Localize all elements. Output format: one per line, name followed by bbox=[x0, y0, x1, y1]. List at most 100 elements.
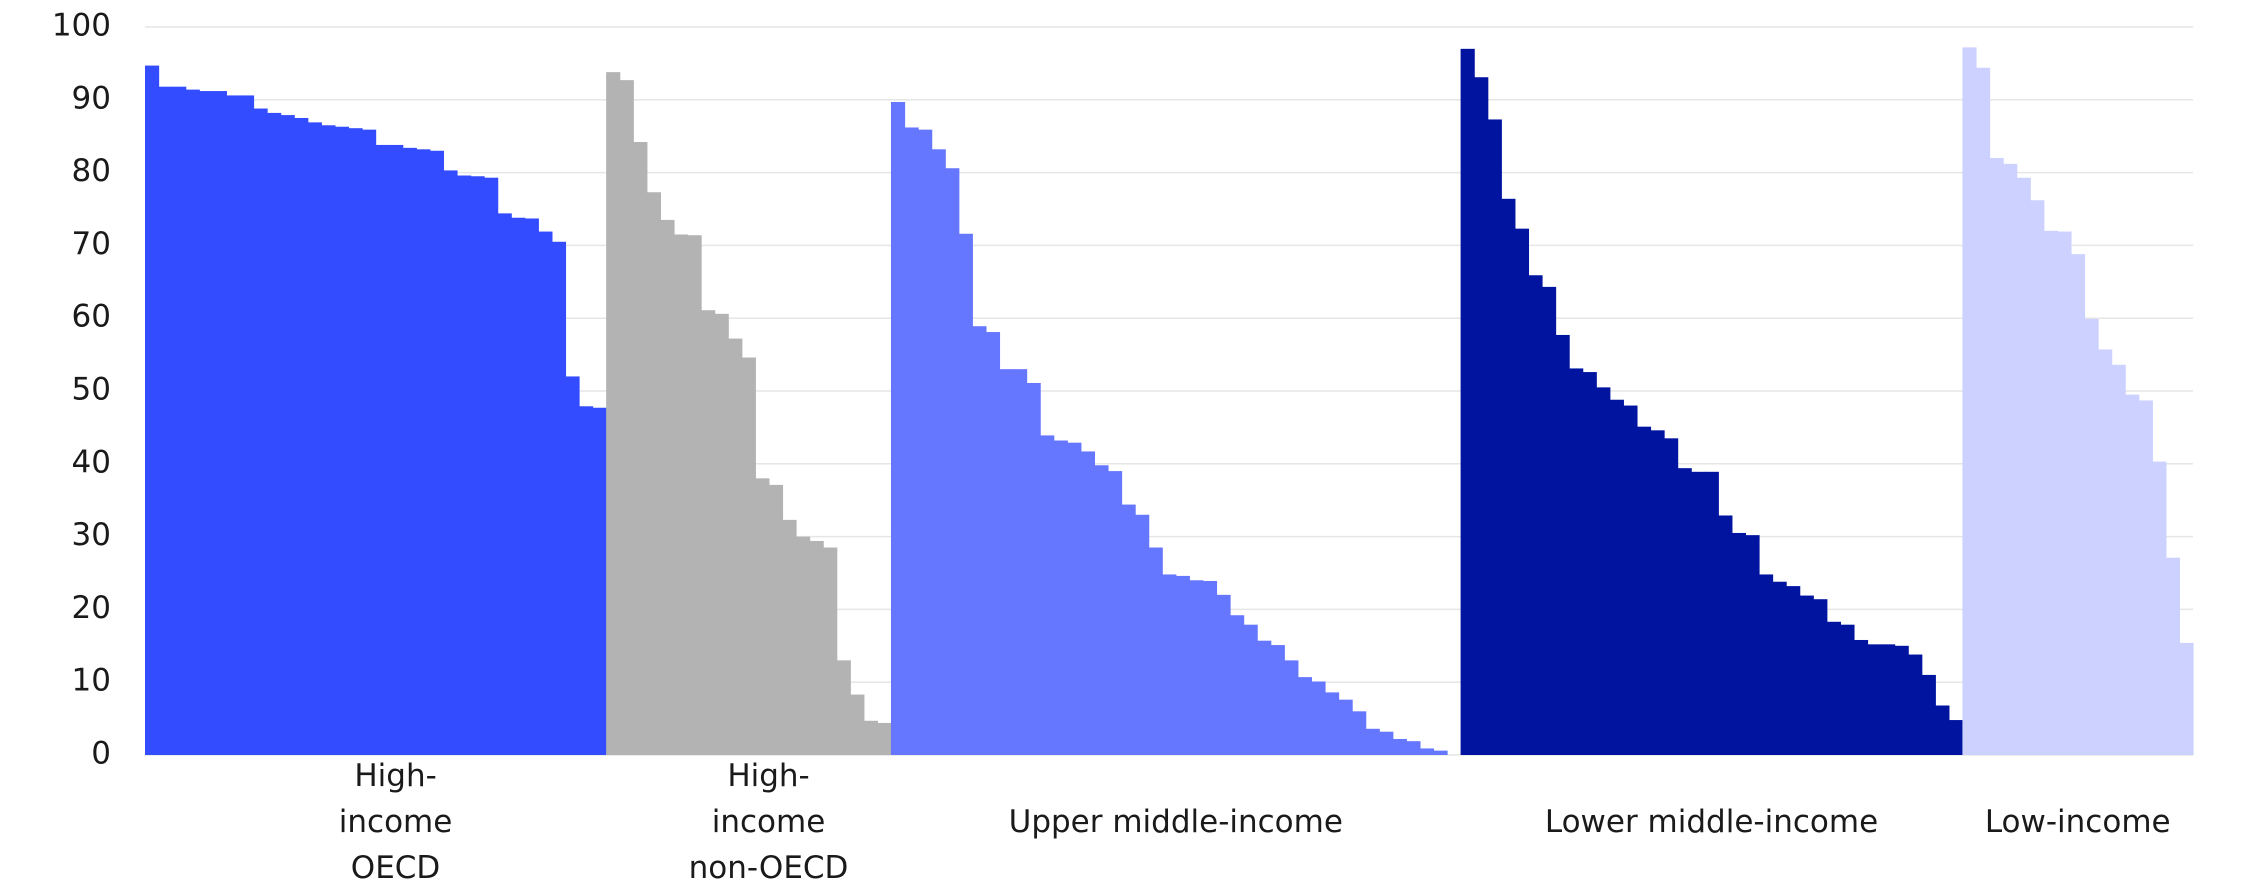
bar bbox=[402, 147, 417, 755]
bar bbox=[972, 326, 987, 755]
bar bbox=[1677, 468, 1692, 755]
bar bbox=[253, 108, 268, 755]
bar bbox=[1989, 158, 2004, 756]
bar bbox=[2043, 230, 2058, 756]
bar bbox=[1460, 48, 1475, 755]
bar bbox=[1135, 514, 1150, 755]
bar bbox=[660, 219, 675, 756]
group-label: High-income non-OECD bbox=[606, 758, 931, 886]
bar bbox=[1636, 426, 1652, 755]
bar bbox=[497, 213, 512, 756]
bar bbox=[199, 91, 214, 755]
bar bbox=[1596, 387, 1611, 755]
bar bbox=[1840, 624, 1855, 755]
bar bbox=[1799, 595, 1814, 755]
bar bbox=[701, 310, 716, 755]
bar bbox=[348, 128, 363, 755]
bar bbox=[687, 235, 702, 755]
bar bbox=[2165, 557, 2181, 755]
bar bbox=[456, 175, 472, 756]
group-label-text: Lower middle-income bbox=[1544, 804, 1879, 840]
y-tick-label: 60 bbox=[72, 299, 111, 335]
bar bbox=[1745, 535, 1760, 755]
bar bbox=[1121, 504, 1136, 755]
bar bbox=[321, 125, 336, 755]
bar bbox=[1216, 594, 1231, 755]
bar bbox=[1528, 275, 1543, 755]
bar bbox=[850, 694, 865, 755]
bar bbox=[280, 115, 295, 755]
y-tick-label: 10 bbox=[72, 663, 111, 699]
bar bbox=[646, 192, 661, 756]
bar bbox=[1487, 119, 1502, 756]
bar bbox=[1040, 435, 1055, 755]
y-tick-label: 20 bbox=[72, 590, 111, 626]
bar bbox=[1175, 575, 1190, 755]
bar bbox=[1501, 198, 1516, 756]
bar bbox=[2179, 642, 2194, 755]
bar bbox=[551, 241, 567, 755]
bar bbox=[1257, 640, 1272, 755]
bar bbox=[1311, 681, 1326, 755]
bar bbox=[1433, 750, 1448, 755]
bar bbox=[1053, 440, 1068, 755]
bar bbox=[239, 95, 255, 755]
bar bbox=[524, 218, 539, 756]
bar bbox=[1419, 748, 1435, 755]
y-tick-label: 50 bbox=[72, 372, 111, 408]
bar bbox=[2125, 394, 2140, 755]
bar bbox=[1975, 67, 1991, 755]
bar bbox=[1813, 599, 1828, 755]
bar bbox=[1691, 471, 1706, 755]
bar bbox=[1948, 720, 1964, 755]
bar bbox=[484, 177, 499, 756]
bar bbox=[1569, 368, 1584, 755]
bar bbox=[1609, 399, 1624, 755]
bar bbox=[1189, 580, 1204, 755]
bar bbox=[1623, 405, 1638, 755]
bar bbox=[470, 176, 485, 756]
bar bbox=[1826, 621, 1841, 755]
bar bbox=[2138, 400, 2153, 755]
bar bbox=[307, 122, 322, 756]
bar bbox=[714, 313, 729, 755]
bar bbox=[1582, 372, 1597, 755]
group-label: Upper middle-income bbox=[891, 772, 1461, 872]
bar bbox=[1718, 515, 1733, 755]
page: 0 10 20 30 40 50 60 70 80 90 100 High-income OECD H… bbox=[52, 8, 2194, 886]
bar bbox=[145, 65, 160, 756]
bar bbox=[1881, 644, 1896, 755]
bar bbox=[823, 547, 838, 755]
bar bbox=[1243, 624, 1258, 755]
group-label: Low-income bbox=[1962, 772, 2193, 872]
y-tick-label: 70 bbox=[72, 226, 111, 262]
bar bbox=[918, 129, 933, 755]
bar bbox=[389, 144, 404, 755]
bar bbox=[416, 149, 431, 755]
bar bbox=[2111, 364, 2126, 755]
bar bbox=[429, 150, 444, 755]
bar bbox=[958, 233, 973, 755]
bar bbox=[1921, 674, 1936, 755]
bar bbox=[334, 126, 350, 755]
bar bbox=[2070, 254, 2086, 756]
bar bbox=[1013, 369, 1028, 755]
bar bbox=[999, 369, 1014, 755]
bar bbox=[2057, 231, 2072, 755]
bar bbox=[1324, 692, 1340, 755]
bar bbox=[768, 484, 784, 755]
group-label: High-income OECD bbox=[145, 758, 646, 886]
bar bbox=[985, 332, 1001, 755]
bar bbox=[579, 406, 594, 755]
bar bbox=[1541, 286, 1557, 755]
bar bbox=[294, 118, 309, 755]
bar bbox=[1935, 705, 1950, 755]
bar bbox=[2152, 461, 2167, 755]
bar bbox=[945, 168, 960, 755]
bar bbox=[931, 149, 946, 755]
bar bbox=[1758, 574, 1774, 755]
bar bbox=[375, 144, 390, 755]
bar bbox=[592, 407, 607, 755]
bar bbox=[185, 89, 200, 755]
bar bbox=[1650, 430, 1665, 755]
